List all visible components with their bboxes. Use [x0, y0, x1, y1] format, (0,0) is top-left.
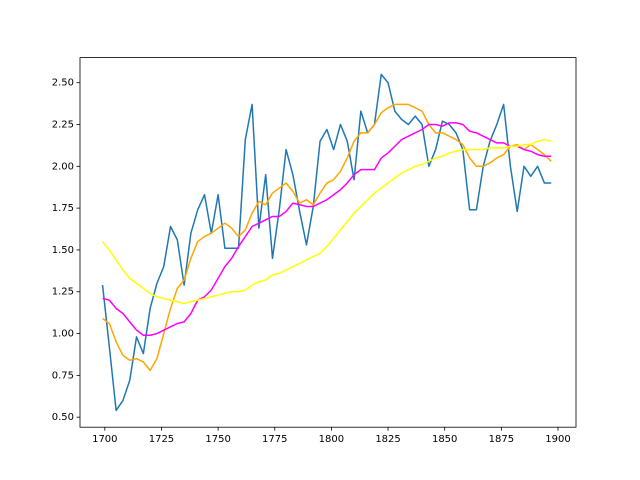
y-tick-label: 1.75 — [52, 203, 74, 214]
series-line — [101, 138, 552, 305]
y-tick-label: 0.75 — [52, 370, 74, 381]
x-tick-label: 1825 — [375, 434, 400, 445]
series-line — [102, 122, 552, 336]
x-tick-label: 1700 — [92, 434, 117, 445]
axes-frame — [79, 57, 577, 428]
x-tick-label: 1775 — [262, 434, 287, 445]
x-tick-label: 1800 — [319, 434, 344, 445]
plot-area — [80, 57, 576, 428]
y-tick-label: 1.00 — [52, 329, 74, 340]
x-tick-label: 1875 — [489, 434, 514, 445]
y-tick-label: 2.00 — [52, 161, 74, 172]
y-tick-label: 1.25 — [52, 287, 74, 298]
y-tick-label: 2.50 — [52, 78, 74, 89]
y-tick-label: 1.50 — [52, 245, 74, 256]
series-line — [101, 73, 552, 412]
y-tick-label: 0.50 — [52, 412, 74, 423]
x-tick-label: 1850 — [432, 434, 457, 445]
x-tick-label: 1900 — [545, 434, 570, 445]
x-tick-label: 1750 — [205, 434, 230, 445]
series-line — [102, 103, 552, 372]
y-tick-label: 2.25 — [52, 119, 74, 130]
x-tick-label: 1725 — [149, 434, 174, 445]
